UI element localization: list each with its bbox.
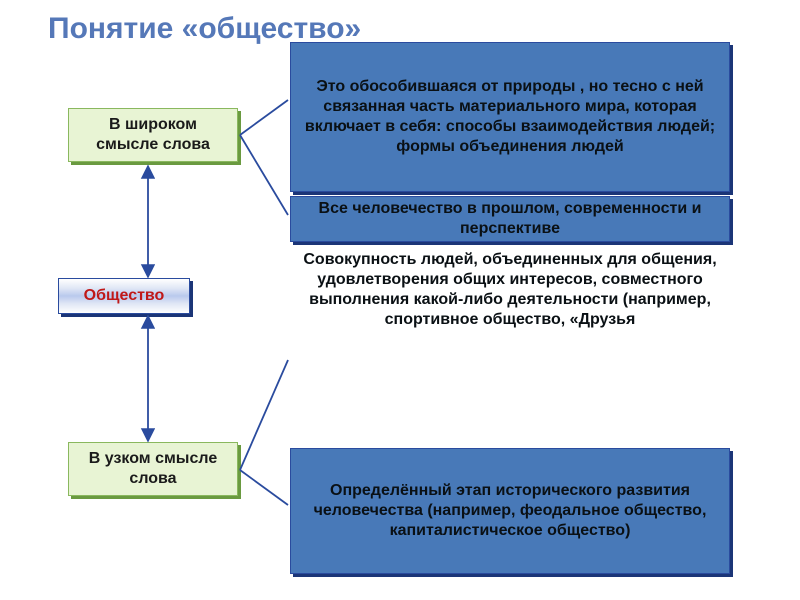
node-narrow-sense: В узком смысле слова: [68, 442, 238, 496]
fork-bottom-2: [240, 470, 288, 505]
node-wide-sense: В широком смысле слова: [68, 108, 238, 162]
definition-3: Совокупность людей, объединенных для общ…: [290, 250, 730, 330]
fork-bottom-1: [240, 360, 288, 470]
fork-top-1: [240, 100, 288, 135]
definition-1-text: Это обособившаяся от природы , но тесно …: [299, 77, 721, 157]
node-society: Общество: [58, 278, 190, 314]
node-society-label: Общество: [84, 286, 165, 306]
definition-4: Определённый этап исторического развития…: [290, 448, 730, 574]
page-title: Понятие «общество»: [48, 12, 361, 46]
definition-1: Это обособившаяся от природы , но тесно …: [290, 42, 730, 192]
definition-4-text: Определённый этап исторического развития…: [299, 481, 721, 541]
definition-2-text: Все человечество в прошлом, современност…: [299, 199, 721, 239]
node-wide-label: В широком смысле слова: [77, 115, 229, 155]
definition-3-text: Совокупность людей, объединенных для общ…: [303, 251, 716, 328]
definition-2: Все человечество в прошлом, современност…: [290, 196, 730, 242]
node-narrow-label: В узком смысле слова: [77, 449, 229, 489]
fork-top-2: [240, 135, 288, 215]
